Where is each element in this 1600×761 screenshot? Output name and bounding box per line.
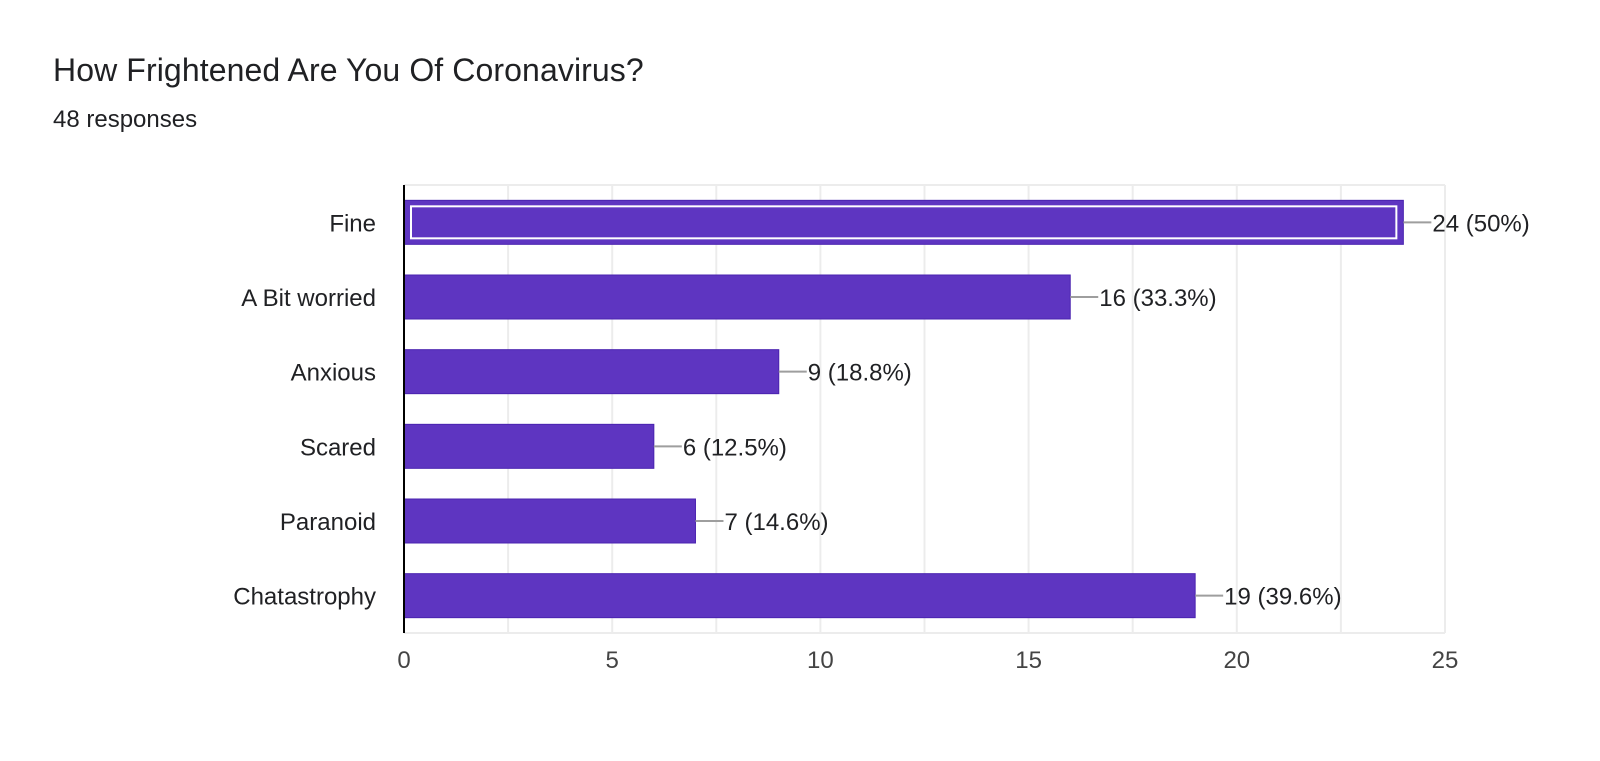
data-label: 7 (14.6%) bbox=[724, 509, 828, 536]
x-tick-label: 20 bbox=[1223, 647, 1250, 674]
x-tick-label: 25 bbox=[1432, 647, 1459, 674]
bar bbox=[403, 199, 1404, 245]
chart-title: How Frightened Are You Of Coronavirus? bbox=[53, 52, 644, 88]
bar bbox=[403, 423, 655, 469]
bar bbox=[403, 573, 1196, 619]
data-label: 16 (33.3%) bbox=[1099, 285, 1216, 312]
data-label: 6 (12.5%) bbox=[683, 434, 787, 461]
bar bbox=[403, 349, 780, 395]
response-count: 48 responses bbox=[53, 106, 198, 133]
x-tick-label: 0 bbox=[397, 647, 410, 674]
bar-highlight bbox=[410, 205, 1398, 240]
data-label: 19 (39.6%) bbox=[1224, 584, 1341, 611]
x-tick-label: 15 bbox=[1015, 647, 1042, 674]
x-tick-label: 5 bbox=[606, 647, 619, 674]
category-label: Chatastrophy bbox=[233, 584, 376, 611]
category-label: Scared bbox=[300, 434, 376, 461]
category-label: A Bit worried bbox=[241, 285, 376, 312]
bar bbox=[403, 498, 696, 544]
x-tick-label: 10 bbox=[807, 647, 834, 674]
category-label: Paranoid bbox=[280, 509, 376, 536]
category-label: Fine bbox=[329, 210, 376, 237]
data-label: 24 (50%) bbox=[1432, 210, 1529, 237]
bar bbox=[403, 274, 1071, 320]
data-label: 9 (18.8%) bbox=[808, 360, 912, 387]
category-label: Anxious bbox=[291, 360, 376, 387]
